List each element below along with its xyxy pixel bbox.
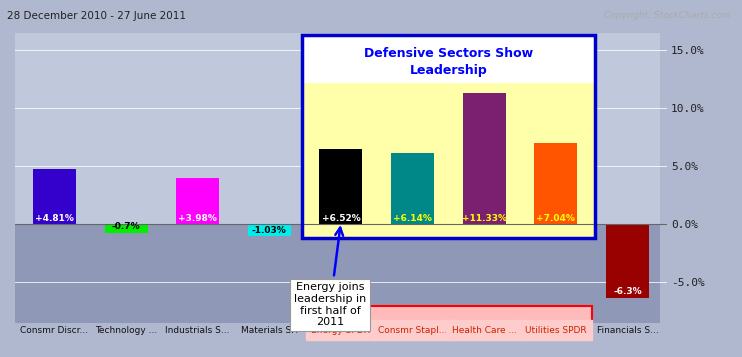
Text: +4.81%: +4.81% <box>35 213 74 223</box>
Text: 28 December 2010 - 27 June 2011: 28 December 2010 - 27 June 2011 <box>7 11 186 21</box>
Bar <box>606 225 649 297</box>
Text: +6.52%: +6.52% <box>321 213 361 223</box>
Bar <box>248 225 291 236</box>
Bar <box>33 169 76 225</box>
Text: +11.33%: +11.33% <box>462 213 507 223</box>
Bar <box>15 33 660 225</box>
Bar <box>391 153 434 225</box>
Text: Copyright, StockCharts.com: Copyright, StockCharts.com <box>605 11 731 20</box>
Bar <box>301 35 595 238</box>
Text: Defensive Sectors Show
Leadership: Defensive Sectors Show Leadership <box>364 47 533 77</box>
Bar <box>534 143 577 225</box>
Bar <box>105 225 148 232</box>
Bar <box>15 225 660 323</box>
Text: -6.3%: -6.3% <box>613 287 642 296</box>
Bar <box>305 306 591 323</box>
Bar <box>301 35 595 238</box>
Text: Energy joins
leadership in
first half of
2011: Energy joins leadership in first half of… <box>294 228 367 327</box>
Bar <box>319 149 362 225</box>
Text: +7.04%: +7.04% <box>536 213 575 223</box>
Text: +6.14%: +6.14% <box>393 213 432 223</box>
Bar <box>301 35 595 83</box>
Text: -0.7%: -0.7% <box>112 222 140 231</box>
Text: +3.98%: +3.98% <box>178 213 217 223</box>
Bar <box>463 93 505 225</box>
Text: -1.03%: -1.03% <box>252 226 286 235</box>
Bar <box>176 178 219 225</box>
